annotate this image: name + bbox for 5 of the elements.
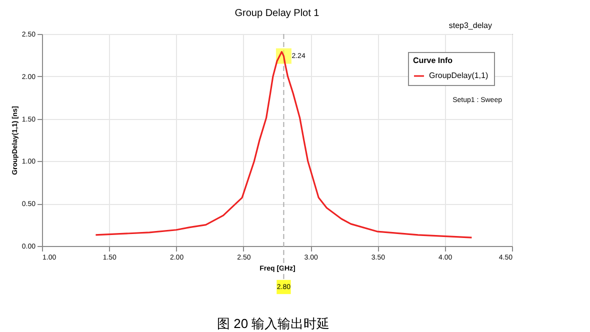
text: step3_delay: [448, 21, 492, 30]
legend-title: Curve Info: [413, 56, 453, 65]
chart-title: Group Delay Plot 1: [234, 8, 320, 19]
caption: 图 20 输入输出时延: [217, 316, 330, 331]
legend-label: GroupDelay(1,1): [429, 71, 488, 80]
